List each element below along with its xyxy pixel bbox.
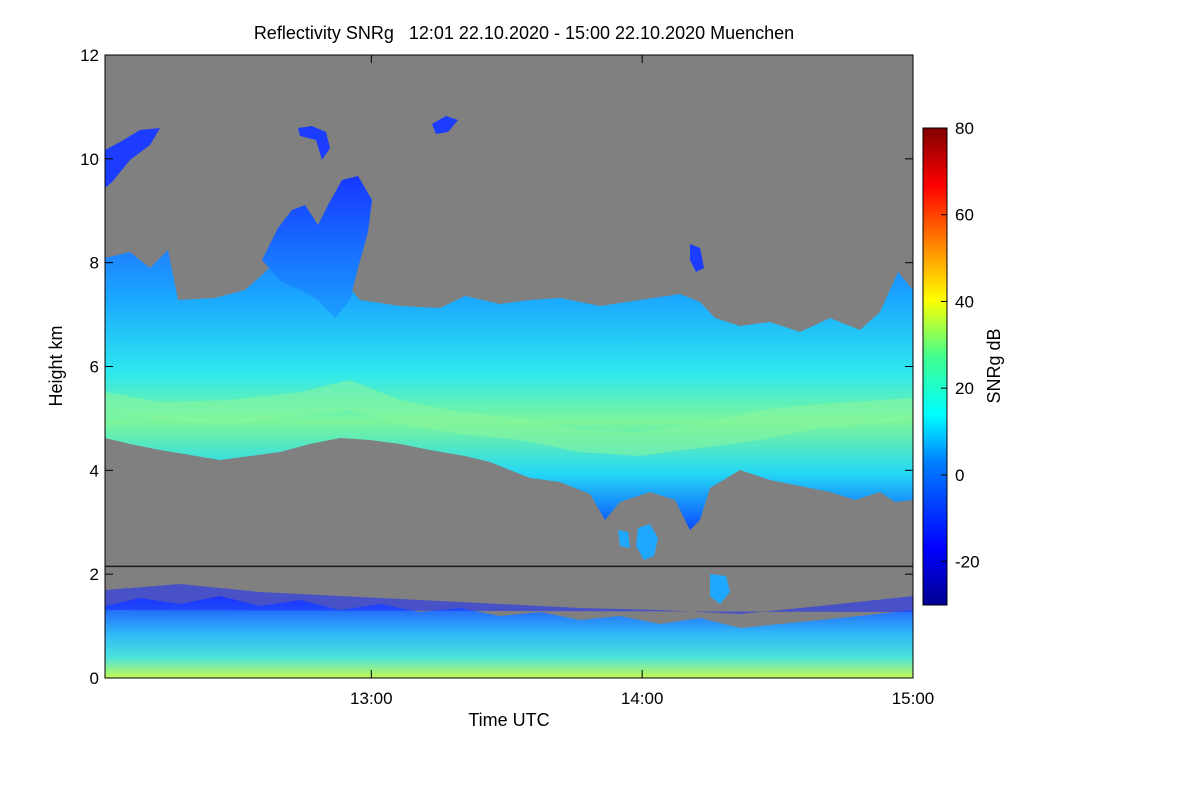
high-cirrus (105, 128, 160, 188)
chart-title: Reflectivity SNRg 12:01 22.10.2020 - 15:… (254, 23, 794, 43)
boundary-layer-clutter (105, 596, 913, 678)
colorbar-tick-label: 60 (955, 206, 974, 225)
y-tick-label: 4 (90, 461, 99, 480)
x-tick-label: 13:00 (350, 689, 393, 708)
cloud-core-band (105, 380, 913, 456)
colorbar-tick-label: 20 (955, 379, 974, 398)
fallstreak-blob (618, 524, 730, 604)
y-tick-label: 0 (90, 669, 99, 688)
colorbar (922, 127, 948, 606)
main-cloud-layer (105, 245, 913, 530)
x-axis-label: Time UTC (468, 710, 549, 730)
x-tick-label: 15:00 (892, 689, 935, 708)
y-tick-label: 8 (90, 254, 99, 273)
heatmap-data (105, 116, 913, 678)
colorbar-tick-label: 0 (955, 466, 964, 485)
x-tick-label: 14:00 (621, 689, 664, 708)
colorbar-label: SNRg dB (984, 328, 1004, 403)
convective-turret (262, 176, 372, 318)
colorbar-tick-label: -20 (955, 553, 980, 572)
boundary-layer-top-scatter (105, 584, 913, 614)
y-axis-label: Height km (46, 325, 66, 406)
colorbar-tick-label: 40 (955, 292, 974, 311)
y-tick-label: 6 (90, 358, 99, 377)
colorbar-tick-label: 80 (955, 119, 974, 138)
y-tick-label: 12 (80, 46, 99, 65)
y-tick-label: 2 (90, 565, 99, 584)
y-tick-label: 10 (80, 150, 99, 169)
